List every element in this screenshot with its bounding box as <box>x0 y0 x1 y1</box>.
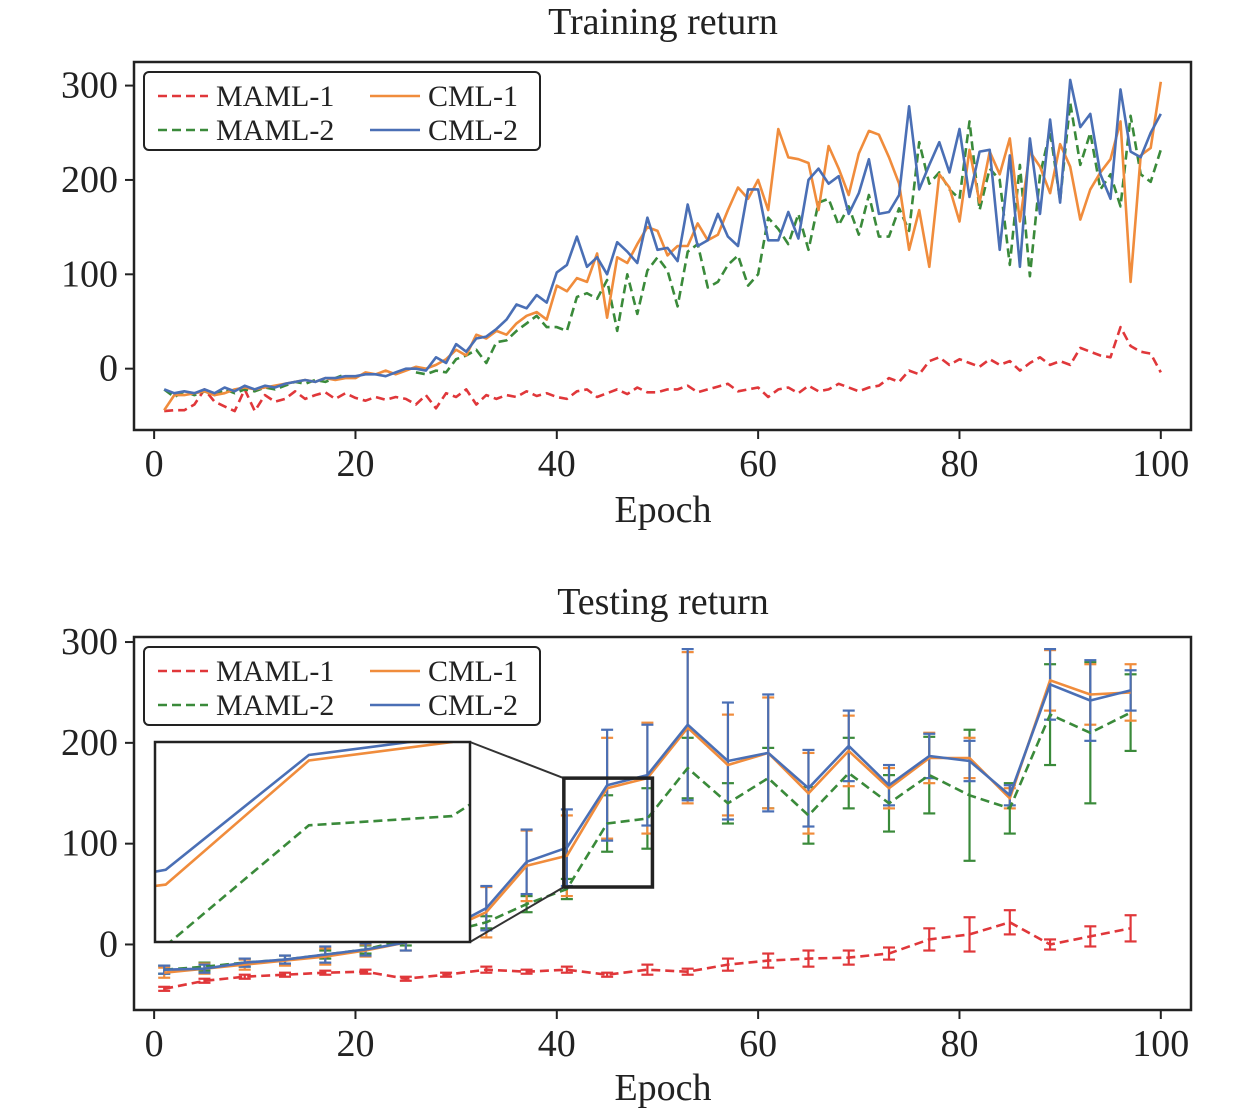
legend-item-maml-1: MAML-1 <box>158 80 334 113</box>
x-tick-label: 60 <box>739 443 777 485</box>
y-tick-label: 0 <box>99 348 118 390</box>
legend-label: MAML-1 <box>216 655 334 688</box>
plot-frame <box>132 635 1193 1012</box>
legend-item-maml-2: MAML-2 <box>158 114 334 147</box>
training-return-chart: Training return 0 20 40 60 80 100 0 100 200 300 E… <box>61 1 1193 531</box>
error-bar <box>279 971 291 978</box>
x-tick-label: 60 <box>739 1023 777 1065</box>
error-bar <box>601 971 614 978</box>
legend-item-cml-1: CML-1 <box>370 80 518 113</box>
legend-label: CML-2 <box>428 114 518 147</box>
error-bar <box>641 963 654 976</box>
legend-item-cml-2: CML-2 <box>370 689 518 722</box>
x-tick-label: 40 <box>538 443 576 485</box>
y-tick-label: 300 <box>61 65 118 107</box>
x-axis-label: Epoch <box>614 1067 711 1109</box>
legend-label: MAML-1 <box>216 80 334 113</box>
legend-label: CML-1 <box>428 655 518 688</box>
legend-box <box>143 646 541 726</box>
y-tick-label: 100 <box>61 823 118 865</box>
legend-label: MAML-2 <box>216 689 334 722</box>
x-tick-label: 20 <box>336 443 374 485</box>
inset-connector <box>469 886 565 943</box>
inset-frame <box>153 740 472 944</box>
legend-item-maml-2: MAML-2 <box>158 689 334 722</box>
testing-return-chart: Testing return 0 20 40 60 80 100 0 100 200 300 Ep… <box>61 581 1193 1109</box>
x-tick-label: 20 <box>336 1023 374 1065</box>
legend-item-cml-2: CML-2 <box>370 114 518 147</box>
x-tick-label: 100 <box>1132 443 1189 485</box>
error-bar <box>238 973 251 980</box>
x-tick-label: 80 <box>940 443 978 485</box>
y-tick-label: 0 <box>99 923 118 965</box>
series-line-maml-1 <box>163 921 1131 991</box>
y-tick-label: 100 <box>61 253 118 295</box>
plot-frame <box>132 60 1193 432</box>
x-axis-label: Epoch <box>614 489 711 531</box>
x-tick-label: 100 <box>1132 1023 1189 1065</box>
x-tick-label: 40 <box>538 1023 576 1065</box>
legend-label: MAML-2 <box>216 114 334 147</box>
x-tick-label: 0 <box>145 1023 164 1065</box>
inset-background <box>155 742 470 942</box>
inset-connector <box>469 741 565 780</box>
y-tick-label: 200 <box>61 159 118 201</box>
legend-box <box>143 71 541 151</box>
error-bar <box>560 965 573 974</box>
zoom-region <box>562 776 655 889</box>
series-line-cml-2 <box>163 78 1162 395</box>
series-line-cml-2 <box>164 683 1131 971</box>
series-line-maml-2 <box>163 101 1163 399</box>
y-tick-label: 200 <box>61 722 118 764</box>
x-tick-label: 0 <box>145 443 164 485</box>
series-line-maml-1 <box>164 325 1162 413</box>
legend-label: CML-1 <box>428 80 518 113</box>
legend-item-cml-1: CML-1 <box>370 655 518 688</box>
chart-title: Training return <box>548 1 778 43</box>
legend-item-maml-1: MAML-1 <box>158 655 334 688</box>
chart-title: Testing return <box>557 581 769 623</box>
y-tick-label: 300 <box>61 621 118 663</box>
inset-series-line-maml-2 <box>168 802 470 942</box>
x-tick-label: 80 <box>940 1023 978 1065</box>
legend-label: CML-2 <box>428 689 518 722</box>
